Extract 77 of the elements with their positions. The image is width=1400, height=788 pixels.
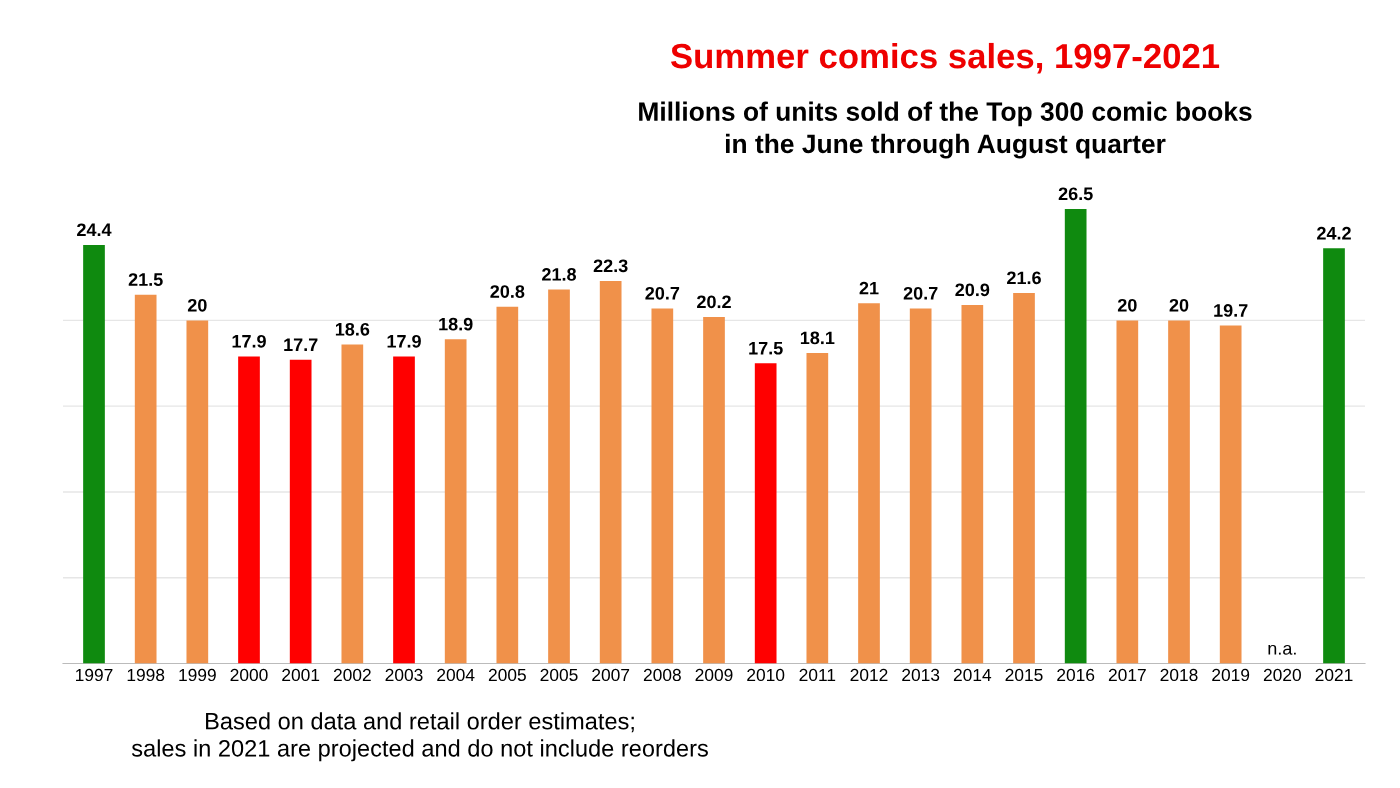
chart-title: Summer comics sales, 1997-2021 <box>670 42 1220 74</box>
bar <box>1323 248 1345 664</box>
data-label: 20.2 <box>697 295 731 309</box>
data-label: 20 <box>187 298 207 312</box>
bar <box>909 308 932 664</box>
bar <box>806 352 829 664</box>
text: Based on data and retail order estimates; sales in 2021 are projected and do not include reorders <box>131 712 708 762</box>
bar <box>961 304 984 664</box>
data-label: 20.8 <box>490 285 525 298</box>
bar <box>1064 208 1087 664</box>
x-tick-label: 2003 <box>385 668 423 682</box>
x-tick-label: 2005 <box>540 668 578 682</box>
bar <box>289 359 312 664</box>
x-tick-label: 1997 <box>76 668 113 682</box>
data-label: 17.9 <box>232 334 266 348</box>
x-tick-label: 2015 <box>1005 668 1043 682</box>
bar <box>1219 325 1242 664</box>
data-label: 20 <box>1117 298 1137 312</box>
bar <box>496 306 519 664</box>
bar <box>599 280 622 664</box>
data-label: 22.3 <box>593 259 628 273</box>
x-tick-label: 2018 <box>1160 668 1198 682</box>
bar <box>238 356 260 664</box>
data-label: 19.7 <box>1214 304 1248 317</box>
x-tick-label: 2021 <box>1315 668 1353 682</box>
data-label: 18.1 <box>800 331 835 345</box>
x-tick-label: 2019 <box>1212 668 1250 682</box>
x-tick-label: 2016 <box>1057 668 1095 682</box>
data-label: 20.7 <box>645 286 680 300</box>
data-label: 26.5 <box>1058 187 1093 201</box>
data-label: 20.9 <box>955 283 990 297</box>
data-label: 20 <box>1169 298 1189 312</box>
data-label: 21.6 <box>1007 271 1041 285</box>
x-tick-label: 2012 <box>850 668 888 682</box>
bar <box>1116 320 1139 664</box>
chart-subtitle: Millions of units sold of the Top 300 comic books in the June through August quarter <box>639 101 1252 159</box>
x-tick-label: 2008 <box>643 668 681 682</box>
x-tick-label: 1999 <box>179 668 216 682</box>
bar <box>393 356 415 664</box>
data-label: 18.9 <box>439 317 473 331</box>
data-label: 24.4 <box>77 223 112 237</box>
data-label: 18.6 <box>335 322 370 336</box>
data-label: 24.2 <box>1317 226 1351 240</box>
x-tick-label: 1998 <box>127 668 165 682</box>
bar <box>651 308 674 664</box>
x-tick-label: 2017 <box>1108 668 1146 682</box>
data-label: 21.8 <box>542 268 577 281</box>
x-tick-label: 2007 <box>592 668 630 682</box>
x-tick-label: 2011 <box>799 668 836 682</box>
x-tick-label: 2004 <box>437 668 475 682</box>
bar <box>134 294 157 664</box>
text: n.a. <box>1268 644 1296 655</box>
x-tick-label: 2010 <box>747 668 785 682</box>
bar <box>754 363 777 664</box>
data-label: 17.7 <box>284 338 318 351</box>
bar <box>548 289 570 664</box>
x-tick-label: 2009 <box>695 668 733 682</box>
x-tick-label: 2002 <box>333 668 371 682</box>
x-tick-label: 2000 <box>230 668 268 682</box>
data-label: 21 <box>859 281 879 295</box>
bar <box>858 303 880 664</box>
data-label: 20.7 <box>903 286 938 300</box>
bar <box>1013 292 1035 664</box>
bar <box>83 244 105 664</box>
bar <box>444 339 467 664</box>
bar <box>703 316 725 664</box>
data-label: 17.9 <box>387 334 421 348</box>
bar <box>186 320 209 664</box>
x-tick-label: 2014 <box>953 668 992 682</box>
x-tick-label: 2020 <box>1263 668 1301 682</box>
data-label: 17.5 <box>749 341 783 355</box>
x-tick-label: 2005 <box>488 668 526 682</box>
bar <box>341 344 364 664</box>
data-label: 21.5 <box>128 273 163 286</box>
x-tick-label: 2001 <box>282 668 320 682</box>
bar <box>1168 320 1190 664</box>
x-tick-label: 2013 <box>902 668 940 682</box>
